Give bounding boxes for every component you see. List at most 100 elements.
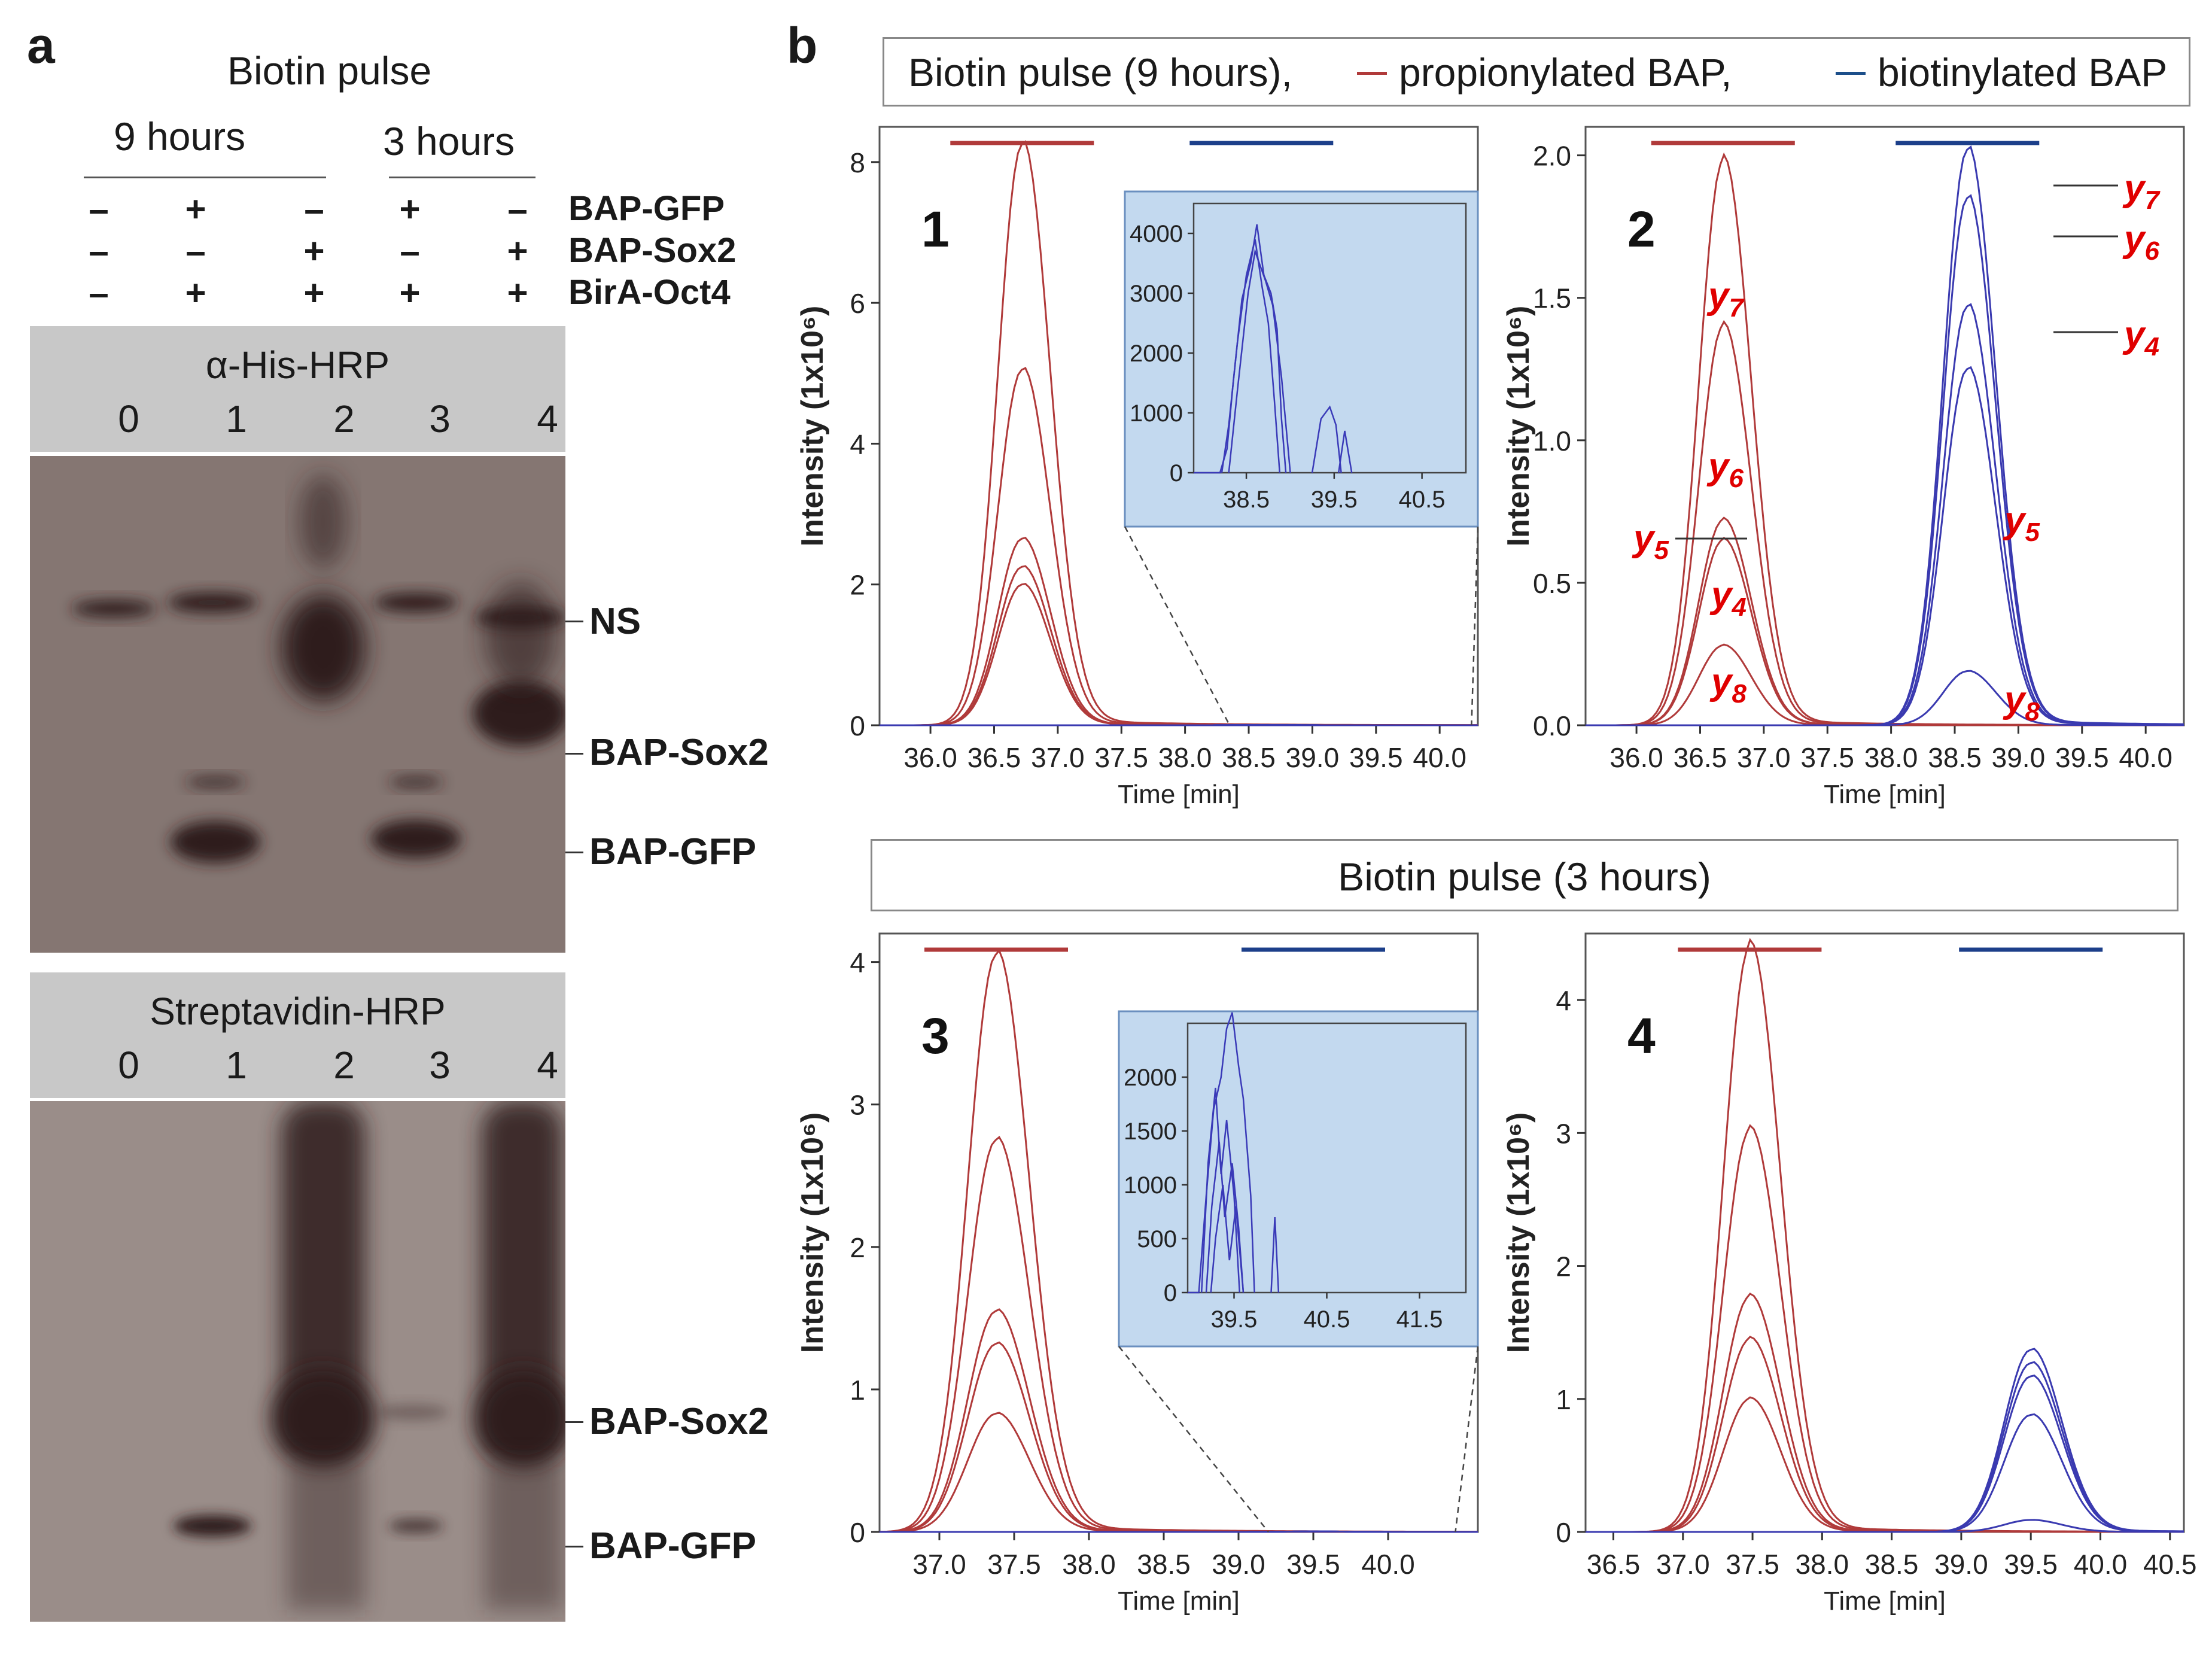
blot1-gfp-band	[171, 821, 260, 863]
inset-blue-trace	[1311, 405, 1342, 473]
blot1-lane-2: 2	[333, 397, 355, 440]
plot-frame	[1584, 932, 2185, 1533]
sign: +	[507, 231, 528, 271]
x-tick-label: 38.5	[1222, 742, 1276, 773]
sign: +	[303, 231, 325, 271]
gfp-tick	[565, 852, 583, 853]
inset-blue-trace	[1270, 1217, 1280, 1293]
y-tick-label: 1.5	[1533, 283, 1571, 314]
legend-9h-prefix: Biotin pulse (9 hours),	[908, 50, 1292, 95]
x-tick-label: 37.0	[1031, 742, 1085, 773]
blot1-title: α-His-HRP	[205, 343, 390, 387]
x-tick-label: 40.0	[2074, 1549, 2128, 1580]
x-tick-label: 39.5	[2004, 1549, 2058, 1580]
row-label-birA-oct4: BirA-Oct4	[568, 273, 731, 312]
blot1-label-bap-sox2: BAP-Sox2	[589, 732, 769, 773]
ion-label-subscript: 5	[2025, 518, 2040, 547]
x-tick-label: 37.5	[1726, 1549, 1779, 1580]
biotin-pulse-header: Biotin pulse	[227, 48, 432, 93]
x-tick-label: 39.0	[1212, 1549, 1265, 1580]
blot2-lane4-lower-smear	[485, 1460, 562, 1610]
blue-trace	[1586, 1519, 2184, 1533]
chart-panel-4: 36.5 37.0 37.5 38.0 38.5 39.0 39.5 40.0 40.5 0 1 2 3…	[1502, 932, 2197, 1616]
inset-blue-trace	[1188, 1012, 1255, 1294]
sign: –	[304, 189, 324, 229]
y-axis-label: Intensity (1x10⁶)	[796, 1112, 830, 1354]
x-tick-label: 36.5	[1674, 742, 1727, 773]
y-tick-label: 0.0	[1533, 710, 1571, 741]
ion-label-subscript: 7	[1729, 293, 1745, 323]
inset-x-tick-label: 41.5	[1396, 1306, 1443, 1333]
panel-number: 2	[1627, 201, 1656, 257]
ion-label-subscript: 6	[1729, 464, 1744, 493]
inset-y-tick-label: 2000	[1124, 1065, 1177, 1091]
y-tick-label: 2	[1556, 1251, 1571, 1282]
blot2-title: Streptavidin-HRP	[150, 990, 446, 1033]
ion-label-subscript: 6	[2144, 236, 2159, 266]
y-tick-label: 2	[850, 570, 865, 601]
ion-label-subscript: 5	[1654, 536, 1669, 565]
y-tick-label: 1.0	[1533, 425, 1571, 457]
blot1-lane-1: 1	[226, 397, 247, 440]
x-tick-label: 37.0	[1737, 742, 1791, 773]
inset-blue-trace	[1337, 430, 1353, 473]
inset-bg	[1124, 190, 1479, 528]
blot1-minor-band	[185, 776, 245, 788]
blot2-gfp-band	[174, 1515, 251, 1537]
y-tick-label: 3	[1556, 1118, 1571, 1149]
blot2-gfp-band	[389, 1519, 443, 1533]
blot2-label-bap-gfp: BAP-GFP	[589, 1525, 756, 1567]
blot2-sox2-band	[272, 1370, 374, 1466]
x-axis-label: Time [min]	[1824, 1586, 1946, 1616]
inset-zoom-line	[1471, 526, 1479, 726]
y-tick-label: 4	[850, 428, 865, 460]
inset: 39.5 40.5 41.5 0 500 1000 1500 2000	[1118, 1010, 1479, 1348]
x-tick-label: 39.5	[2055, 742, 2109, 773]
inset-y-tick-label: 1500	[1124, 1118, 1177, 1145]
y-tick-label: 2	[850, 1232, 865, 1263]
blot1-ns-band	[72, 600, 156, 617]
inset-x-tick-label: 39.5	[1211, 1306, 1258, 1333]
row-label-bap-gfp: BAP-GFP	[568, 189, 725, 228]
ion-label-subscript: 8	[1732, 679, 1747, 709]
x-tick-label: 36.0	[1609, 742, 1663, 773]
y-tick-label: 1	[850, 1375, 865, 1406]
x-tick-label: 40.0	[1413, 742, 1466, 773]
x-axis-label: Time [min]	[1118, 780, 1240, 809]
inset-zoom-line	[1118, 1346, 1269, 1533]
blot2-lane-3: 3	[429, 1044, 451, 1087]
ion-label: y8	[2003, 679, 2040, 726]
ion-label: y6	[2122, 218, 2159, 266]
x-tick-label: 39.0	[1992, 742, 2046, 773]
x-tick-label: 39.0	[1286, 742, 1340, 773]
x-tick-label: 36.5	[967, 742, 1021, 773]
inset-zoom-line	[1124, 526, 1231, 726]
inset-blue-trace	[1210, 1184, 1245, 1293]
inset-x-tick-label: 39.5	[1311, 487, 1358, 513]
gfp-tick-2	[565, 1546, 583, 1547]
sign: +	[399, 189, 421, 229]
sox2-tick	[565, 753, 583, 755]
ion-label-subscript: 7	[2144, 186, 2161, 215]
blot2-lane-2: 2	[333, 1044, 355, 1087]
legend-red-label: propionylated BAP,	[1399, 50, 1732, 95]
group-9h-line	[84, 177, 326, 178]
blot2-lane-1: 1	[226, 1044, 247, 1087]
x-tick-label: 39.0	[1934, 1549, 1988, 1580]
sign: +	[185, 189, 206, 229]
y-tick-label: 6	[850, 288, 865, 319]
legend-blue-swatch	[1836, 72, 1866, 75]
ion-label-subscript: 4	[1731, 592, 1746, 622]
sign: –	[507, 189, 528, 229]
blue-trace	[880, 1530, 1478, 1533]
y-tick-label: 0.5	[1533, 568, 1571, 599]
x-tick-label: 38.5	[1928, 742, 1982, 773]
sign: +	[507, 273, 528, 313]
plot-frame	[1584, 126, 2185, 726]
sign: +	[303, 273, 325, 313]
y-tick-label: 0	[1556, 1517, 1571, 1548]
inset-x-tick-label: 40.5	[1399, 487, 1446, 513]
chart-panel-1: 36.0 36.5 37.0 37.5 38.0 38.5 39.0 39.5 40.0 0 2 4 6…	[796, 126, 1479, 809]
blot2-lane-0: 0	[118, 1044, 139, 1087]
y-tick-label: 2.0	[1533, 141, 1571, 172]
